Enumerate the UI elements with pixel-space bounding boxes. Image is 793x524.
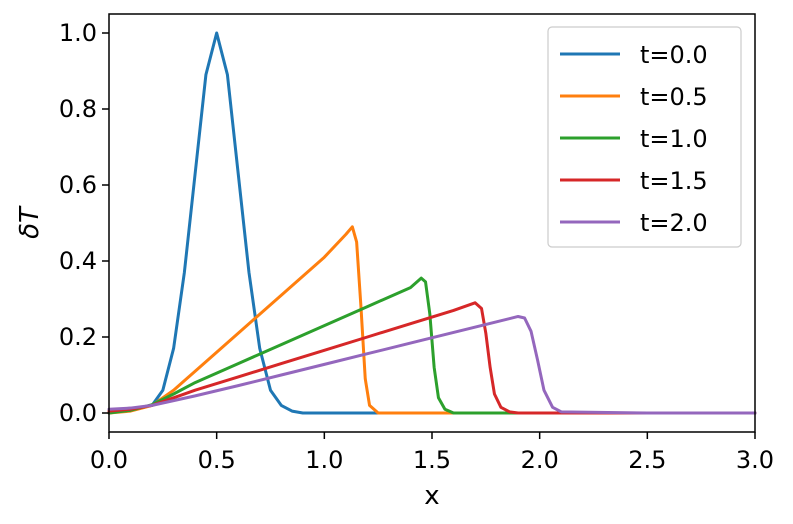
legend-box [547,26,742,248]
x-tick-label: 0.5 [198,446,236,474]
legend-label-3: t=1.5 [640,167,708,195]
y-axis-label: δT [15,205,45,239]
series-line-4 [107,314,757,415]
x-axis-label: x [424,481,439,511]
x-tick-label: 1.0 [305,446,343,474]
y-tick-label: 0.6 [59,171,97,199]
x-tick-label: 2.5 [628,446,666,474]
legend-label-1: t=0.5 [640,83,708,111]
x-tick-label: 1.5 [413,446,451,474]
series-line-1 [107,225,757,415]
axes-layer: 0.0 0.5 1.0 1.5 2.0 2.5 3.0 0.0 0.2 0.4 0.6 0.8 1.0 [59,13,774,474]
x-tick-label: 3.0 [736,446,774,474]
legend-label-0: t=0.0 [640,41,708,69]
x-tick-label: 2.0 [521,446,559,474]
series-line-3 [107,301,757,415]
legend-label-4: t=2.0 [640,209,708,237]
y-tick-label: 1.0 [59,19,97,47]
x-tick-label: 0.0 [90,446,128,474]
series-line-2 [107,276,757,415]
y-tick-label: 0.4 [59,247,97,275]
y-tick-label: 0.2 [59,323,97,351]
legend-label-2: t=1.0 [640,125,708,153]
legend: t=0.0 t=0.5 t=1.0 t=1.5 t=2.0 [547,26,742,248]
y-tick-label: 0.0 [59,399,97,427]
series-layer [107,31,757,415]
y-tick-label: 0.8 [59,95,97,123]
